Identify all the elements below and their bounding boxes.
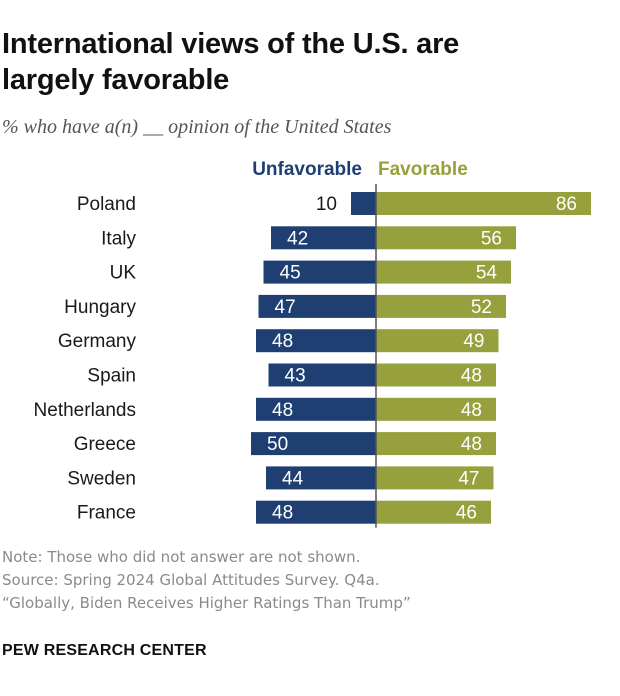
category-label: Spain	[87, 366, 136, 387]
bar-unfavorable	[256, 500, 376, 524]
category-label: Sweden	[67, 468, 136, 489]
bar-favorable	[376, 466, 494, 490]
bar-unfavorable	[351, 192, 376, 215]
category-label: Hungary	[64, 297, 136, 318]
value-label-unfavorable: 50	[267, 434, 288, 455]
bar-favorable	[376, 363, 496, 387]
bar-unfavorable	[256, 329, 376, 353]
bar-favorable	[376, 294, 506, 318]
bar-unfavorable	[271, 226, 376, 250]
chart-title-line-2: largely favorable	[2, 64, 230, 96]
bar-unfavorable	[268, 363, 376, 387]
value-label-favorable: 52	[471, 297, 492, 318]
value-label-favorable: 48	[461, 400, 482, 421]
category-label: Italy	[101, 228, 136, 249]
report-title-line: “Globally, Biden Receives Higher Ratings…	[2, 594, 411, 612]
value-label-unfavorable: 45	[280, 263, 301, 284]
value-label-unfavorable: 48	[272, 503, 293, 524]
bar-unfavorable	[256, 397, 376, 421]
bar-unfavorable	[258, 294, 376, 318]
value-label-favorable: 56	[481, 228, 502, 249]
value-label-unfavorable: 42	[287, 228, 308, 249]
legend-favorable: Favorable	[378, 159, 468, 180]
bar-favorable	[376, 432, 496, 456]
bar-unfavorable	[263, 260, 376, 284]
value-label-unfavorable: 44	[282, 468, 304, 489]
category-label: France	[77, 503, 136, 524]
bar-favorable	[376, 397, 496, 421]
category-label: Netherlands	[34, 400, 136, 421]
value-label-unfavorable: 47	[275, 297, 296, 318]
legend-unfavorable: Unfavorable	[252, 159, 362, 180]
diverging-bar-chart: Unfavorable Favorable Poland 10 86 Italy 42 56 U…	[34, 159, 591, 528]
bar-favorable	[376, 226, 516, 250]
category-label: Germany	[58, 331, 137, 352]
value-label-favorable: 46	[456, 503, 477, 524]
source-line: Source: Spring 2024 Global Attitudes Sur…	[2, 571, 380, 589]
bar-favorable	[376, 260, 511, 284]
bar-unfavorable	[266, 466, 376, 490]
value-label-favorable: 48	[461, 366, 482, 387]
note-line: Note: Those who did not answer are not s…	[2, 548, 361, 566]
chart-notes: Note: Those who did not answer are not s…	[2, 546, 612, 615]
category-label: Poland	[77, 194, 136, 215]
value-label-favorable: 49	[463, 331, 484, 352]
value-label-unfavorable: 48	[272, 400, 293, 421]
category-label: Greece	[74, 434, 136, 455]
value-label-favorable: 54	[476, 263, 498, 284]
chart-subtitle: % who have a(n) __ opinion of the United…	[2, 116, 392, 138]
bar-unfavorable	[251, 432, 376, 456]
bar-favorable	[376, 329, 499, 353]
value-label-unfavorable: 48	[272, 331, 293, 352]
value-label-favorable: 48	[461, 434, 482, 455]
value-label-unfavorable: 10	[316, 194, 337, 215]
chart-title: International views of the U.S. are larg…	[2, 26, 602, 98]
bar-favorable	[376, 192, 591, 215]
chart-title-line-1: International views of the U.S. are	[2, 28, 460, 60]
value-label-unfavorable: 43	[285, 366, 306, 387]
value-label-favorable: 47	[458, 468, 479, 489]
value-label-favorable: 86	[556, 194, 577, 215]
category-label: UK	[110, 263, 137, 284]
organization-credit: PEW RESEARCH CENTER	[2, 642, 207, 659]
bar-favorable	[376, 500, 491, 524]
